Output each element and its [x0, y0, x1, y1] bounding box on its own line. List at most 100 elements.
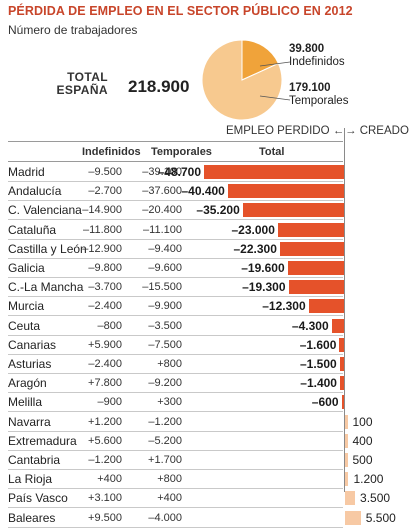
indefinidos-value: –9.800: [88, 262, 122, 274]
row-separator: [8, 238, 343, 240]
column-header-indefinidos: Indefinidos: [82, 146, 141, 158]
bar-value-label: –12.300: [262, 299, 306, 314]
row-separator: [8, 200, 343, 202]
region-name: La Rioja: [8, 472, 53, 487]
indefinidos-value: +7.800: [88, 377, 122, 390]
bar: [345, 433, 348, 448]
bar: [204, 165, 344, 179]
bar-value-label: 1.200: [353, 472, 384, 487]
bar: [345, 472, 349, 487]
table-row: C. Valenciana –14.900 –20.400 –35.200: [0, 201, 414, 221]
bar: [288, 280, 344, 295]
temporales-value: –9.400: [148, 242, 182, 255]
table-row: Baleares +9.500 –4.000 5.500: [0, 509, 414, 528]
bar: [331, 318, 344, 333]
bar: [345, 414, 348, 429]
temporales-value: –9.900: [148, 300, 182, 313]
row-separator: [8, 373, 343, 374]
column-header-temporales: Temporales: [151, 146, 212, 158]
indefinidos-value: +5.600: [88, 434, 122, 447]
bar: [345, 453, 348, 467]
indefinidos-value: –2.700: [88, 185, 122, 198]
region-name: Aragón: [8, 376, 47, 391]
bar-value-label: 100: [352, 414, 373, 429]
indefinidos-value: –11.800: [83, 223, 122, 236]
region-name: Murcia: [8, 299, 45, 314]
pie-value-indefinidos: 39.800: [289, 43, 325, 55]
indefinidos-value: +5.900: [88, 338, 122, 351]
table-row: Melilla –900 +300 –600: [0, 393, 414, 413]
table-row: Asturias –2.400 +800 –1.500: [0, 355, 414, 374]
table-row: Cantabria –1.200 +1.700 500: [0, 451, 414, 470]
row-separator: [8, 488, 343, 490]
region-name: Cantabria: [8, 453, 61, 467]
total-label-line1: TOTAL: [67, 70, 108, 84]
table-row: Canarias +5.900 –7.500 –1.600: [0, 336, 414, 355]
table-row: Galicia –9.800 –9.600 –19.600: [0, 259, 414, 278]
indefinidos-value: +1.200: [88, 415, 122, 428]
indefinidos-value: –9.500: [88, 166, 122, 178]
temporales-value: +400: [157, 492, 182, 505]
pie-label-indefinidos: 39.800 Indefinidos: [289, 43, 345, 69]
total-label-line2: ESPAÑA: [56, 83, 108, 97]
row-separator: [8, 430, 343, 432]
indefinidos-value: +400: [97, 473, 122, 486]
temporales-value: +1.700: [148, 454, 182, 466]
bar-value-label: –40.400: [181, 184, 225, 199]
bar-value-label: 500: [352, 453, 373, 467]
total-label: TOTAL ESPAÑA: [50, 71, 108, 97]
row-separator: [8, 392, 343, 394]
region-name: C.-La Mancha: [8, 280, 84, 295]
bar: [339, 376, 344, 391]
bar-value-label: 5.500: [365, 510, 396, 525]
column-header-total: Total: [259, 146, 285, 158]
indefinidos-value: –14.900: [82, 204, 122, 217]
bar-value-label: –48.700: [157, 165, 201, 179]
temporales-value: –15.500: [142, 281, 182, 294]
bar-value-label: –23.000: [231, 222, 275, 237]
bar: [227, 184, 344, 199]
bar: [277, 222, 344, 237]
bar: [345, 491, 356, 506]
direction-lost: EMPLEO PERDIDO ←: [226, 125, 345, 137]
row-separator: [8, 334, 343, 336]
row-separator: [8, 257, 343, 259]
indefinidos-value: –800: [97, 319, 122, 332]
bar: [339, 337, 344, 352]
indefinidos-value: –1.200: [88, 454, 122, 466]
pie-value-temporales: 179.100: [289, 82, 331, 94]
table-row: Ceuta –800 –3.500 –4.300: [0, 317, 414, 336]
chart-subtitle: Número de trabajadores: [8, 23, 138, 37]
region-name: C. Valenciana: [8, 203, 82, 218]
pie-label-temporales: 179.100 Temporales: [289, 82, 348, 108]
region-name: Castilla y León: [8, 241, 87, 256]
bar-value-label: –1.600: [299, 337, 337, 352]
region-name: Asturias: [8, 357, 52, 371]
region-name: Melilla: [8, 395, 43, 410]
temporales-value: +800: [157, 473, 182, 486]
indefinidos-value: –3.700: [88, 281, 122, 294]
bar: [287, 261, 344, 275]
row-separator: [8, 411, 343, 413]
pie-name-indefinidos: Indefinidos: [289, 56, 345, 68]
row-separator: [8, 526, 343, 528]
bar: [341, 395, 344, 410]
region-name: Cataluña: [8, 222, 57, 237]
table-row: Castilla y León –12.900 –9.400 –22.300: [0, 240, 414, 259]
bar-value-label: –19.300: [242, 280, 286, 295]
table-row: La Rioja +400 +800 1.200: [0, 470, 414, 490]
bar-value-label: 400: [352, 433, 373, 448]
region-name: Andalucía: [8, 184, 62, 199]
table-row: Extremadura +5.600 –5.200 400: [0, 432, 414, 451]
bar-value-label: –35.200: [196, 203, 240, 218]
row-separator: [8, 181, 343, 182]
bar: [242, 203, 344, 218]
region-name: Extremadura: [8, 433, 77, 448]
temporales-value: –9.600: [148, 262, 182, 274]
temporales-value: –7.500: [148, 338, 182, 351]
pie-slice-indefinidos: [241, 39, 280, 81]
bar-value-label: –600: [311, 395, 339, 410]
bar-value-label: –1.500: [299, 357, 337, 371]
temporales-value: –20.400: [142, 204, 182, 217]
indefinidos-value: –2.400: [88, 300, 122, 313]
